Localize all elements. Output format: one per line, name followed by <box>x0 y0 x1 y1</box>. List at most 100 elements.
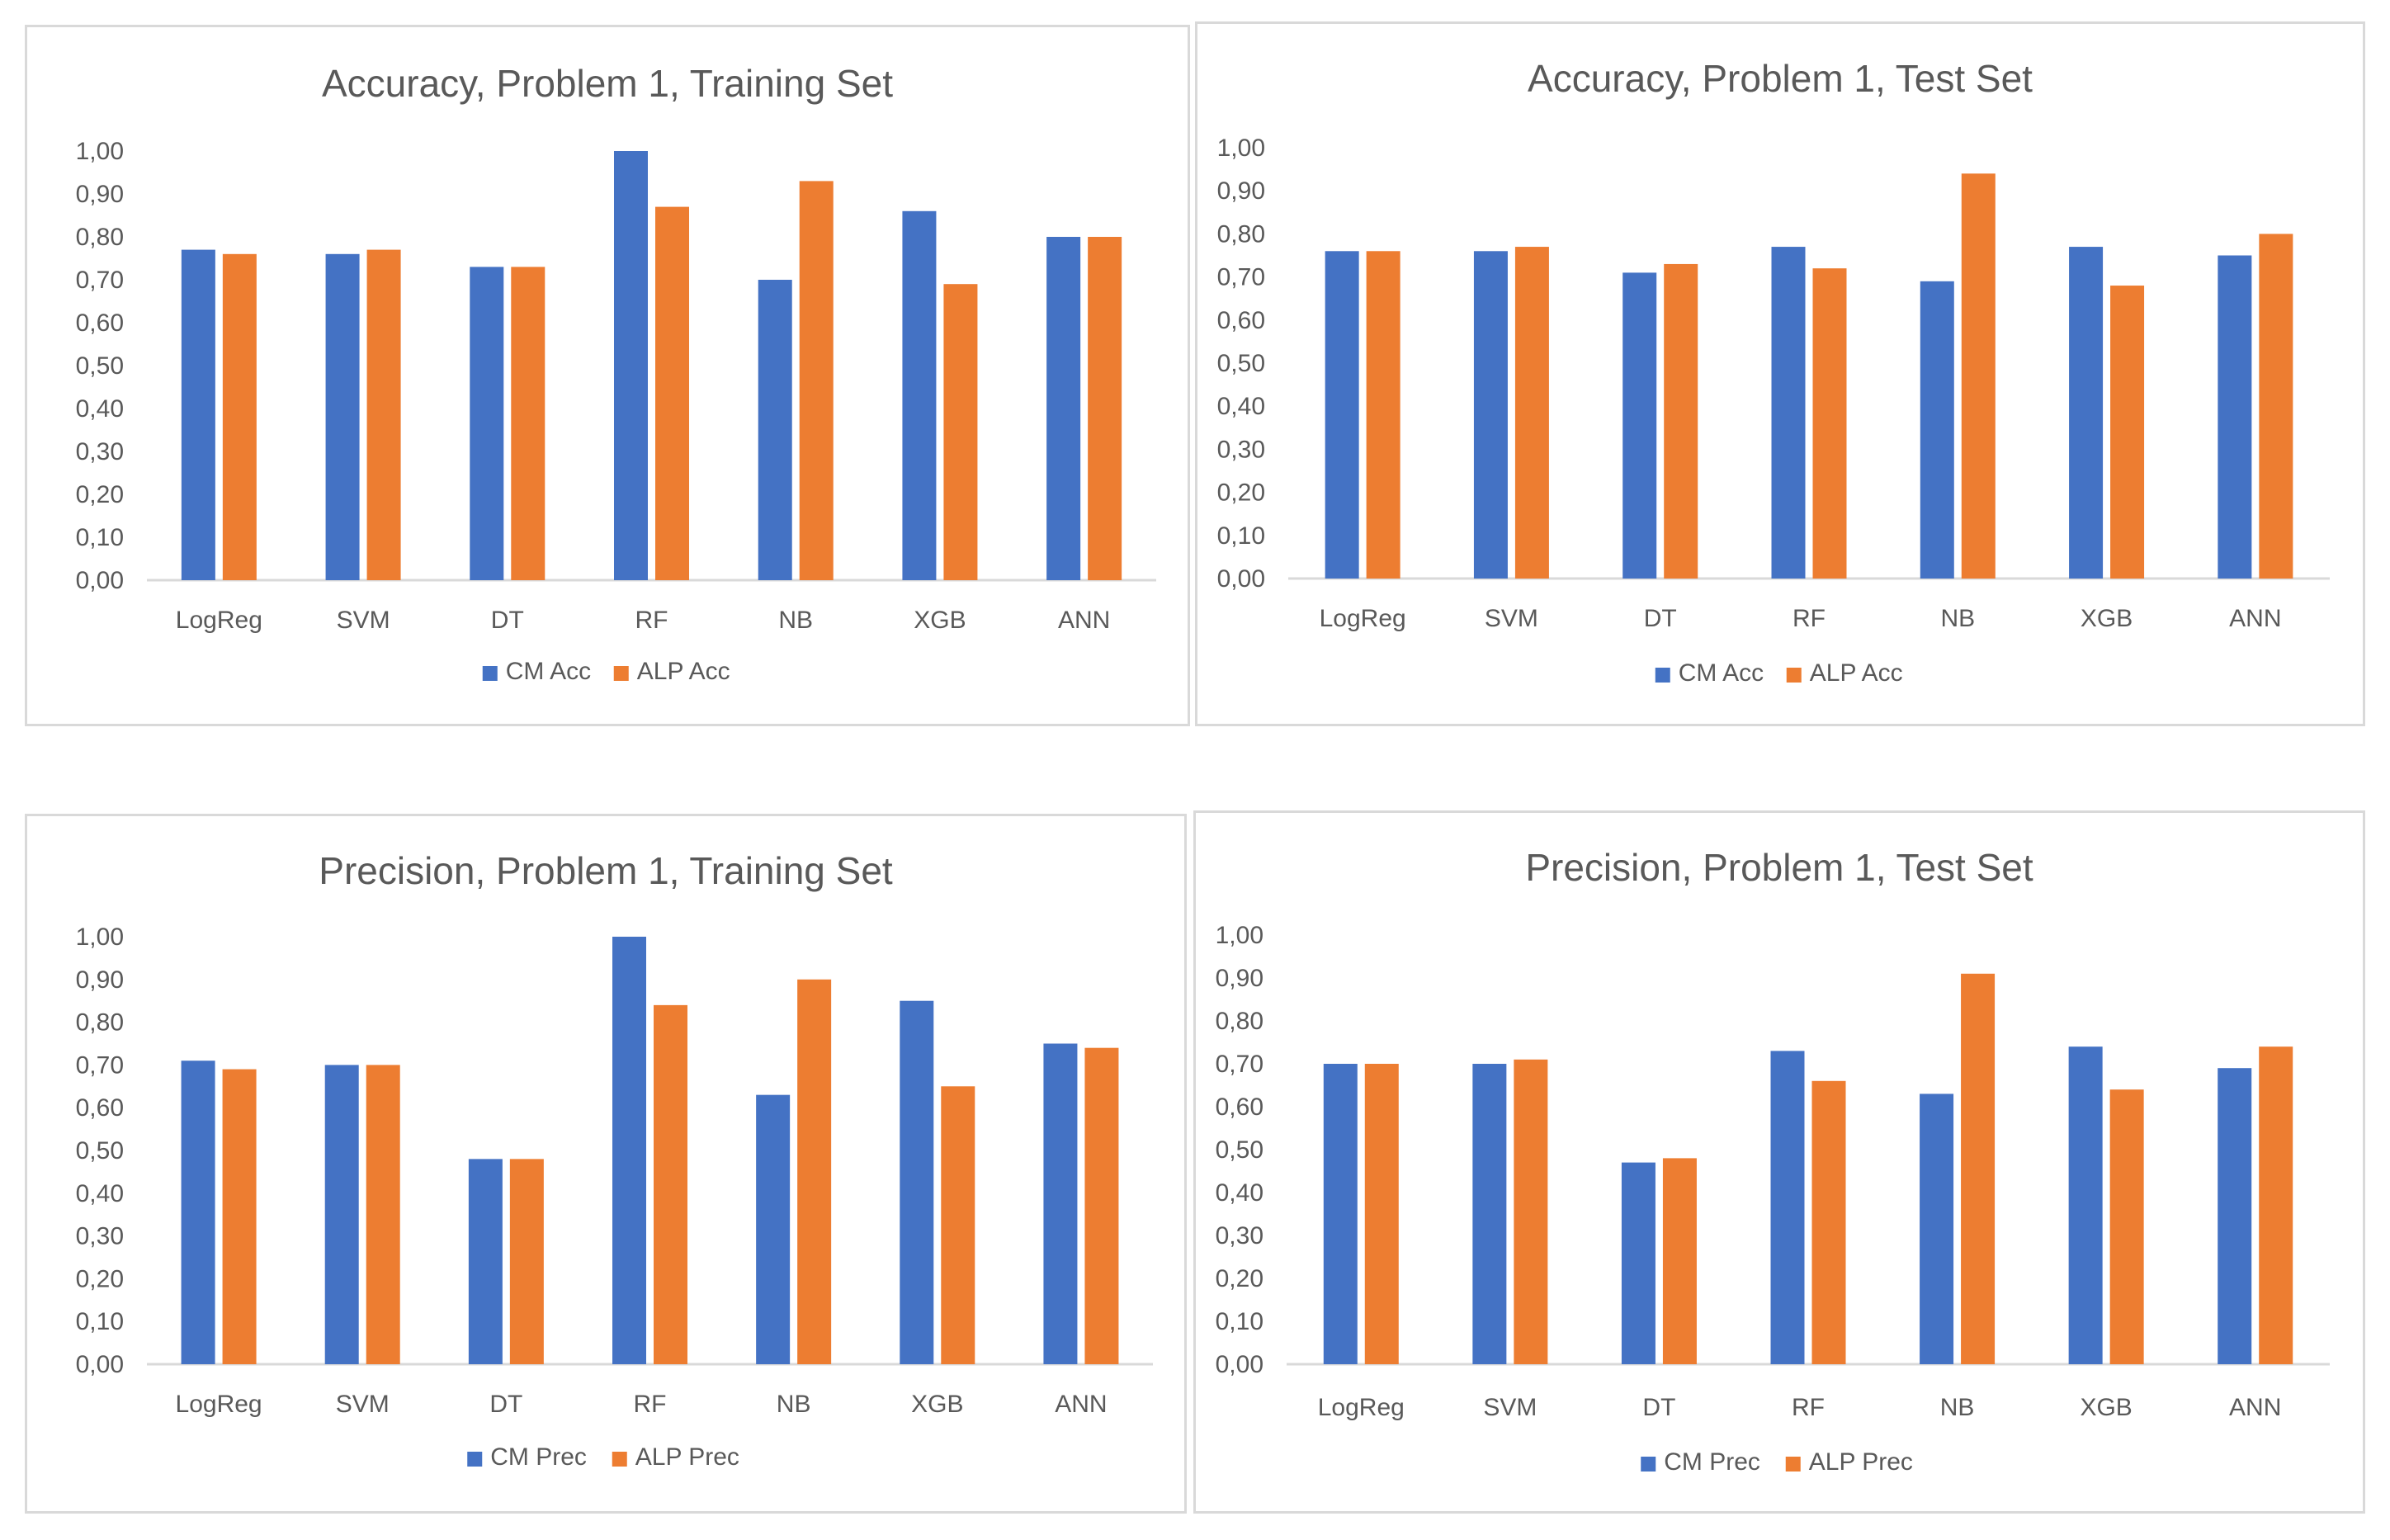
y-tick-label: 0,90 <box>76 966 124 994</box>
chart-precision-training: Precision, Problem 1, Training Set 0,00 0,… <box>25 814 1187 1514</box>
legend-swatch <box>613 666 629 681</box>
legend: CM Prec ALP Prec <box>1641 1448 1913 1476</box>
bar-series2-xgb <box>2110 286 2145 579</box>
chart-title: Precision, Problem 1, Test Set <box>1525 846 2033 889</box>
y-tick-label: 0,00 <box>76 567 124 594</box>
y-tick-label: 0,50 <box>1217 350 1265 377</box>
legend-label: ALP Prec <box>635 1443 739 1471</box>
x-tick-label: XGB <box>911 1391 963 1418</box>
y-tick-label: 1,00 <box>1216 922 1263 949</box>
y-tick-label: 0,30 <box>1217 436 1265 463</box>
y-tick-label: 0,00 <box>76 1351 124 1378</box>
bar-series2-xgb <box>941 1086 975 1364</box>
bar-series2-svm <box>1514 1059 1548 1364</box>
bar-series2-ann <box>1088 237 1122 580</box>
bar-series2-logreg <box>1364 1064 1399 1364</box>
y-tick-label: 0,10 <box>76 524 124 551</box>
x-tick-label: SVM <box>1485 605 1538 632</box>
bar-series2-dt <box>1664 263 1698 579</box>
y-tick-label: 0,40 <box>1216 1179 1263 1207</box>
bar-series1-logreg <box>1325 251 1359 579</box>
x-tick-label: SVM <box>1483 1394 1537 1421</box>
bar-series1-rf <box>1771 247 1806 579</box>
bar-series1-rf <box>1770 1051 1805 1364</box>
x-tick-label: NB <box>1940 605 1975 632</box>
chart-precision-test: Precision, Problem 1, Test Set 0,00 0,10 0,… <box>1193 810 2365 1514</box>
bar-series2-ann <box>2259 234 2293 579</box>
x-tick-label: ANN <box>1058 607 1110 634</box>
x-tick-label: SVM <box>336 1391 390 1418</box>
x-tick-label: RF <box>635 607 668 634</box>
bar-series2-svm <box>366 1065 400 1364</box>
y-tick-label: 0,70 <box>1217 264 1265 291</box>
y-tick-label: 0,00 <box>1217 565 1265 593</box>
chart-accuracy-training: Accuracy, Problem 1, Training Set 0,00 0,1… <box>25 25 1190 726</box>
bar-series2-rf <box>1811 1080 1846 1364</box>
x-tick-label: NB <box>778 607 813 634</box>
y-tick-label: 0,90 <box>76 181 124 208</box>
chart-svg: Accuracy, Problem 1, Test Set 0,00 0,10 0,2… <box>1217 57 2330 687</box>
legend-swatch <box>1785 1457 1801 1472</box>
x-tick-label: RF <box>1792 605 1826 632</box>
y-tick-label: 0,10 <box>1217 522 1265 550</box>
bar-series1-logreg <box>1323 1064 1358 1364</box>
y-tick-label: 0,20 <box>76 1265 124 1292</box>
y-tick-label: 0,70 <box>76 267 124 294</box>
legend-label: ALP Prec <box>1809 1448 1913 1476</box>
legend: CM Acc ALP Acc <box>1655 659 1903 687</box>
x-tick-label: LogReg <box>1318 1394 1405 1421</box>
x-tick-label: RF <box>634 1391 667 1418</box>
bar-series1-xgb <box>900 1000 934 1364</box>
bar-series2-xgb <box>943 284 978 580</box>
x-tick-label: DT <box>489 1391 522 1418</box>
y-tick-label: 0,30 <box>76 438 124 465</box>
legend-label: CM Prec <box>490 1443 587 1471</box>
bar-series1-nb <box>1920 281 1954 579</box>
y-tick-label: 1,00 <box>1217 135 1265 162</box>
x-tick-label: XGB <box>2080 1394 2132 1421</box>
y-tick-label: 0,90 <box>1217 177 1265 205</box>
bar-series1-rf <box>614 151 648 580</box>
bar-series2-svm <box>1514 247 1549 579</box>
chart-svg: Accuracy, Problem 1, Training Set 0,00 0,1… <box>76 62 1156 685</box>
x-tick-label: XGB <box>2081 605 2133 632</box>
legend-label: CM Prec <box>1664 1448 1760 1476</box>
y-tick-label: 0,10 <box>1216 1308 1263 1335</box>
bar-series2-ann <box>1084 1047 1119 1364</box>
y-tick-label: 0,50 <box>76 352 124 380</box>
bar-series1-nb <box>758 280 792 580</box>
y-tick-label: 0,20 <box>76 481 124 508</box>
chart-svg: Precision, Problem 1, Training Set 0,00 0,… <box>76 849 1153 1471</box>
legend-swatch <box>467 1452 483 1467</box>
y-tick-label: 0,50 <box>76 1137 124 1164</box>
y-tick-label: 0,80 <box>1217 220 1265 248</box>
bar-series1-svm <box>1473 251 1508 579</box>
bar-series2-xgb <box>2109 1089 2144 1364</box>
x-tick-label: XGB <box>914 607 966 634</box>
x-tick-label: NB <box>777 1391 811 1418</box>
bar-series2-logreg <box>222 253 257 580</box>
chart-title: Accuracy, Problem 1, Test Set <box>1528 57 2033 100</box>
bar-series2-logreg <box>222 1069 257 1364</box>
bar-series1-dt <box>470 267 504 580</box>
bar-series2-nb <box>797 979 832 1364</box>
bar-series1-nb <box>1920 1094 1954 1364</box>
chart-svg: Precision, Problem 1, Test Set 0,00 0,10 0,… <box>1216 846 2330 1476</box>
legend-swatch <box>1786 668 1802 683</box>
legend-label: ALP Acc <box>637 658 730 685</box>
y-tick-label: 0,30 <box>76 1223 124 1250</box>
y-tick-label: 1,00 <box>76 138 124 165</box>
bar-series1-logreg <box>181 249 215 580</box>
bar-series1-xgb <box>2068 1046 2103 1364</box>
bar-series1-nb <box>756 1094 791 1364</box>
bar-series1-ann <box>2218 1068 2252 1364</box>
y-tick-label: 0,60 <box>1217 307 1265 334</box>
bar-series1-logreg <box>181 1061 215 1364</box>
y-tick-label: 0,40 <box>76 395 124 423</box>
legend: CM Prec ALP Prec <box>467 1443 739 1471</box>
y-tick-label: 0,60 <box>76 309 124 337</box>
bar-series1-svm <box>1472 1064 1507 1364</box>
x-tick-label: DT <box>1644 605 1677 632</box>
y-tick-label: 0,40 <box>1217 393 1265 420</box>
bar-series1-dt <box>1621 1162 1656 1364</box>
